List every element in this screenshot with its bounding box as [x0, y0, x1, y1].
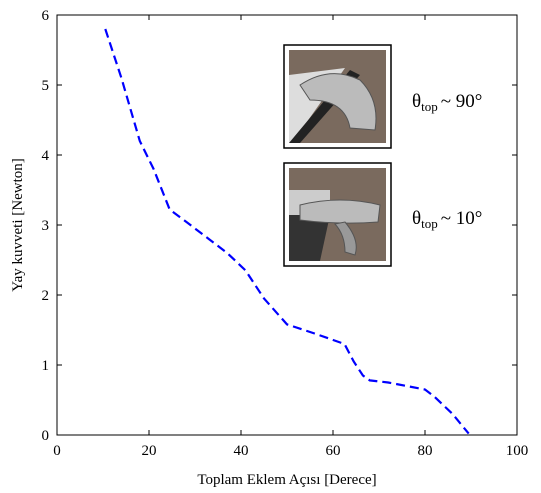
annotation-symbol: θ — [412, 91, 421, 112]
inset-photo — [283, 44, 392, 149]
y-tick-label: 2 — [42, 288, 50, 304]
annotation: θtop ~ 10° — [412, 208, 482, 231]
x-tick-label: 80 — [418, 443, 433, 459]
y-tick-label: 3 — [42, 218, 50, 234]
x-tick-label: 100 — [506, 443, 529, 459]
annotation-subscript: top — [421, 216, 438, 231]
y-axis-label: Yay kuvveti [Newton] — [10, 158, 26, 291]
annotation-subscript: top — [421, 99, 438, 114]
data-line — [104, 28, 470, 435]
y-tick-label: 1 — [42, 358, 50, 374]
annotation-text: ~ 90° — [441, 91, 483, 112]
annotation-symbol: θ — [412, 208, 421, 229]
inset-photo — [283, 162, 392, 267]
x-tick-label: 0 — [53, 443, 61, 459]
y-tick-label: 4 — [42, 148, 50, 164]
x-tick-label: 40 — [234, 443, 249, 459]
x-axis-label: Toplam Eklem Açısı [Derece] — [197, 472, 376, 488]
annotation-text: ~ 10° — [441, 208, 483, 229]
x-tick-label: 20 — [142, 443, 157, 459]
y-tick-label: 5 — [42, 78, 50, 94]
x-tick-label: 60 — [326, 443, 341, 459]
y-tick-label: 6 — [42, 8, 50, 24]
y-tick-label: 0 — [42, 428, 50, 444]
annotation: θtop ~ 90° — [412, 91, 482, 114]
